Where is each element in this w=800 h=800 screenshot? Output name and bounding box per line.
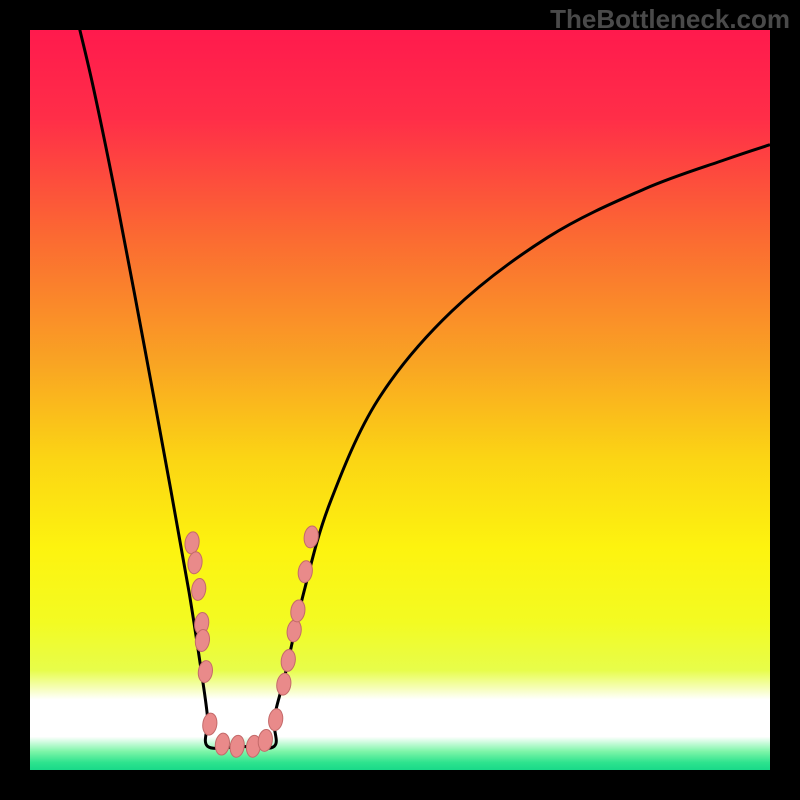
watermark-text: TheBottleneck.com [550, 4, 790, 35]
chart-canvas: TheBottleneck.com [0, 0, 800, 800]
gradient-background [30, 30, 770, 770]
chart-svg [0, 0, 800, 800]
